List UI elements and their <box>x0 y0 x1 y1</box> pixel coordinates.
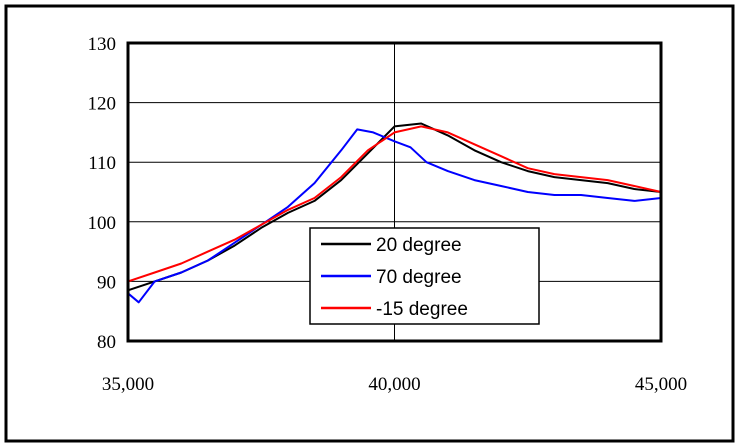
y-tick-label: 110 <box>88 153 116 174</box>
x-axis-ticks: 35,000 40,000 45,000 <box>102 374 687 395</box>
legend-label: 70 degree <box>376 267 462 288</box>
plot-border <box>126 41 663 343</box>
series-lines <box>127 122 662 304</box>
legend: 20 degree 70 degree -15 degree <box>309 227 540 325</box>
y-tick-label: 90 <box>97 272 116 293</box>
x-tick-label: 35,000 <box>102 374 154 395</box>
legend-label: -15 degree <box>376 299 468 320</box>
x-tick-label: 40,000 <box>368 374 420 395</box>
y-tick-label: 80 <box>97 332 116 353</box>
y-axis-ticks: 80 90 100 110 120 130 <box>88 34 117 353</box>
series-line-2 <box>127 128 662 304</box>
legend-label: 20 degree <box>376 235 462 256</box>
y-tick-label: 120 <box>88 94 117 115</box>
y-tick-label: 130 <box>88 34 117 55</box>
y-tick-label: 100 <box>88 213 117 234</box>
series-line-3 <box>127 125 662 283</box>
x-tick-label: 45,000 <box>635 374 687 395</box>
